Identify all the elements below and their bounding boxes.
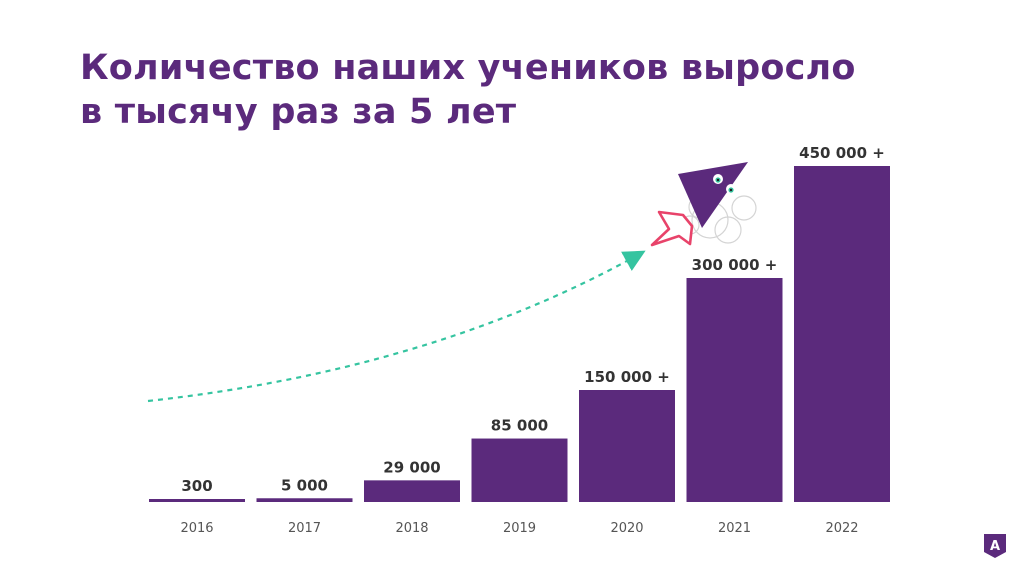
x-tick-label: 2017 — [288, 521, 321, 536]
bar-2022 — [794, 166, 890, 502]
bar-value-label: 29 000 — [383, 458, 440, 476]
bars-layer: 300 2016 5 000 2017 29 000 2018 85 000 2019 150 … — [149, 144, 890, 536]
x-tick-label: 2018 — [395, 521, 428, 536]
growth-trend-arrow — [147, 250, 646, 403]
brand-logo-icon: А — [984, 534, 1006, 558]
bar-value-label: 300 — [181, 477, 212, 495]
bar-2020 — [579, 390, 675, 502]
bar-2018 — [364, 480, 460, 502]
bar-value-label: 85 000 — [491, 417, 548, 435]
bar-2021 — [686, 278, 783, 502]
bar-value-label: 300 000 + — [692, 256, 778, 274]
bar-2016 — [149, 499, 245, 502]
page-title: Количество наших учеников выросло в тыся… — [80, 46, 980, 134]
bar-value-label: 5 000 — [281, 476, 328, 494]
title-line-1: Количество наших учеников выросло — [80, 48, 856, 88]
x-tick-label: 2019 — [503, 521, 536, 536]
x-tick-label: 2020 — [610, 521, 643, 536]
x-tick-label: 2021 — [718, 521, 751, 536]
bar-2017 — [256, 498, 353, 502]
bar-value-label: 450 000 + — [799, 144, 885, 162]
x-tick-label: 2016 — [180, 521, 213, 536]
bar-2019 — [471, 438, 568, 502]
bar-value-label: 150 000 + — [584, 368, 670, 386]
brand-logo-letter: А — [990, 539, 1000, 554]
triangle-mascot-icon — [650, 162, 757, 247]
title-line-2: в тысячу раз за 5 лет — [80, 92, 517, 132]
x-tick-label: 2022 — [825, 521, 858, 536]
